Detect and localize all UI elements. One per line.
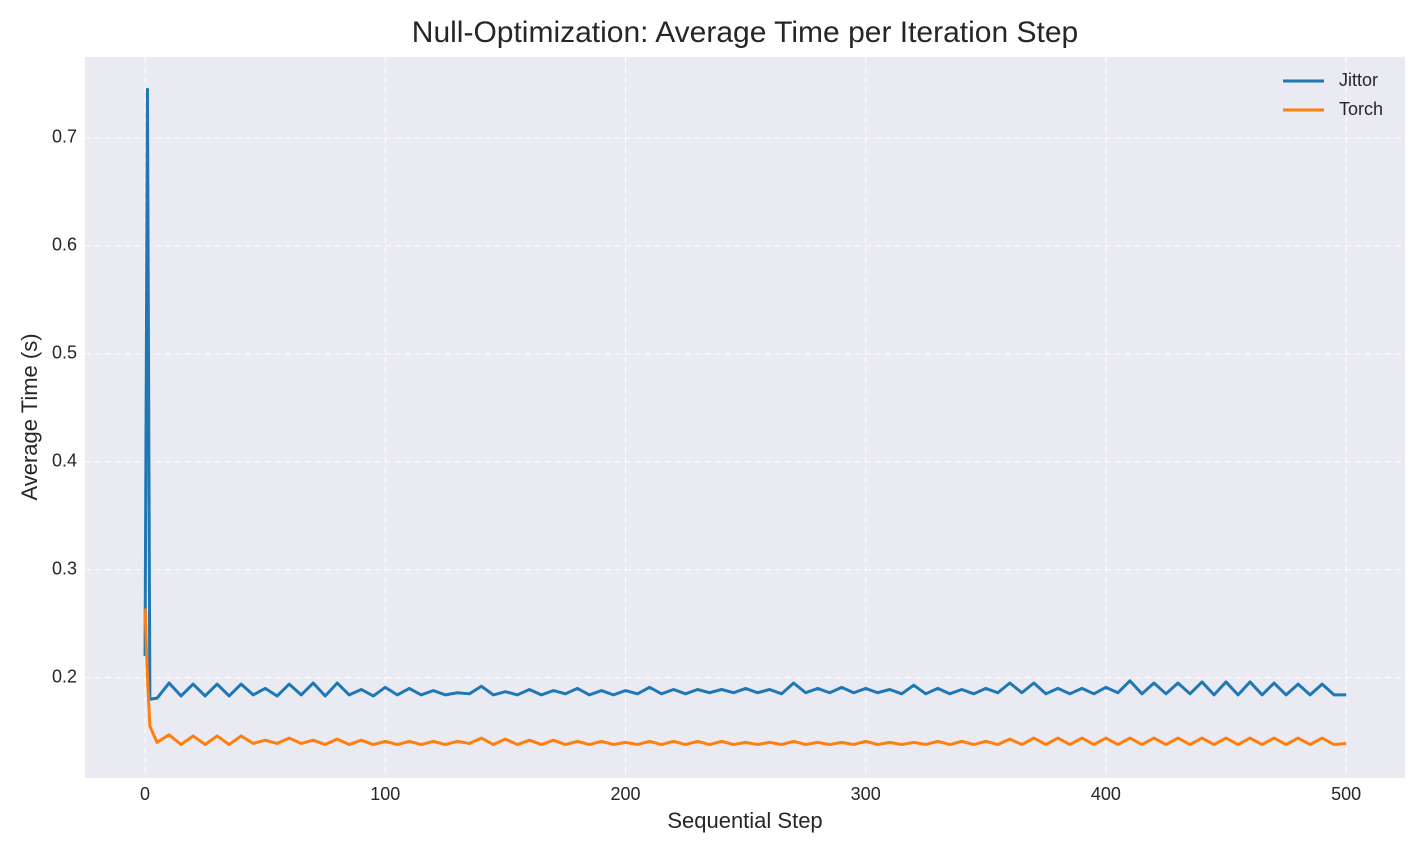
x-axis-label: Sequential Step [667,808,822,833]
y-tick-label: 0.7 [52,127,77,147]
y-tick-label: 0.5 [52,343,77,363]
y-tick-label: 0.2 [52,666,77,686]
x-tick-label: 400 [1091,784,1121,804]
y-tick-label: 0.6 [52,235,77,255]
x-tick-label: 500 [1331,784,1361,804]
x-tick-label: 0 [140,784,150,804]
y-axis-label: Average Time (s) [17,333,42,500]
line-series [143,87,1347,701]
line-series [143,608,1347,747]
y-tick-label: 0.3 [52,558,77,578]
chart-title: Null-Optimization: Average Time per Iter… [412,16,1078,49]
plot-area [85,57,1405,778]
x-tick-label: 100 [370,784,400,804]
x-tick-label: 200 [610,784,640,804]
legend-label: Torch [1339,99,1383,119]
x-tick-label: 300 [851,784,881,804]
y-tick-label: 0.4 [52,451,77,471]
legend-label: Jittor [1339,70,1378,90]
